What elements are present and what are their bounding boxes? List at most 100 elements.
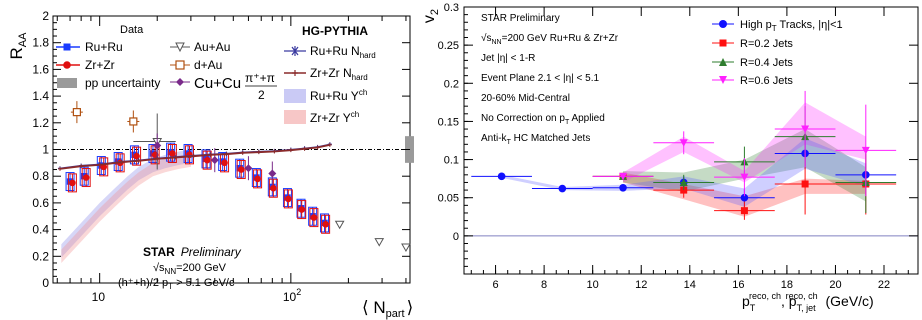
raa-y-tick-label: 0.2: [32, 249, 49, 263]
point-r02: [740, 207, 748, 215]
point-zr_nhard: [327, 142, 332, 147]
point-zr_nhard: [256, 150, 261, 155]
svg-text:STAR Preliminary: STAR Preliminary: [481, 13, 560, 24]
raa-y-label: RAA: [7, 32, 29, 60]
point-zrzr: [69, 179, 76, 187]
point-zr_nhard: [224, 152, 229, 157]
v2-y-tick-label: 0: [453, 231, 459, 243]
point-auau: [374, 238, 385, 247]
point-zr_nhard: [302, 146, 307, 151]
sysbox-zrzr: [167, 144, 177, 164]
svg-text:Jet |η| < 1-R: Jet |η| < 1-R: [481, 53, 535, 64]
svg-text:2: 2: [258, 88, 265, 102]
svg-text:Ru+Ru: Ru+Ru: [85, 40, 123, 54]
v2-info-text: STAR Preliminary √sNN=200 GeV Ru+Ru & Zr…: [481, 13, 619, 146]
tracks-circle-icon: [719, 20, 727, 28]
point-zrzr: [254, 175, 261, 183]
point-zr_nhard: [136, 158, 141, 163]
svg-text:√sNN=200 GeV Ru+Ru & Zr+Zr: √sNN=200 GeV Ru+Ru & Zr+Zr: [481, 32, 619, 46]
ru-nhard-star-icon: [291, 46, 299, 56]
cucu-diamond-icon: [176, 78, 184, 86]
raa-y-tick-label: 0: [42, 276, 49, 290]
raa-y-tick-label: 0.6: [32, 196, 49, 210]
sysbox-zrzr: [236, 160, 246, 180]
point-auau: [401, 243, 411, 252]
svg-text:Ru+Ru Nhard: Ru+Ru Nhard: [310, 44, 376, 60]
point-cucu: [268, 169, 277, 178]
dau-open-square-icon: [175, 60, 185, 70]
r02-square-icon: [719, 39, 727, 47]
point-zr_nhard: [208, 152, 213, 157]
svg-text:20-60% Mid-Central: 20-60% Mid-Central: [481, 93, 570, 104]
band-ru_ych: [61, 149, 191, 258]
svg-text:Au+Au: Au+Au: [194, 40, 230, 54]
raa-y-tick-label: 0.8: [32, 169, 49, 183]
point-tracks: [558, 184, 567, 193]
v2-y-tick-label: 0.05: [438, 193, 459, 205]
sysbox-zrzr: [309, 208, 319, 228]
v2-plot-frame: [463, 6, 919, 275]
point-zrzr: [203, 156, 211, 164]
v2-x-label: pTreco, ch, pT, jetreco, ch (GeV/c): [742, 291, 874, 313]
svg-text:d+Au: d+Au: [194, 58, 222, 72]
zrzr-circle-icon: [63, 61, 71, 69]
svg-text:No Correction on pT Applied: No Correction on pT Applied: [481, 113, 605, 126]
point-r02: [801, 180, 809, 188]
svg-text:Anti-kT HC Matched Jets: Anti-kT HC Matched Jets: [481, 133, 590, 146]
ruru-square-icon: [63, 43, 71, 51]
svg-text:R=0.4 Jets: R=0.4 Jets: [740, 57, 793, 69]
raa-y-tick-label: 1: [42, 143, 49, 157]
sysbox-zrzr: [253, 169, 263, 189]
point-r06: [679, 139, 688, 147]
svg-text:R=0.6 Jets: R=0.6 Jets: [740, 75, 793, 87]
sysbox-zrzr: [268, 178, 278, 198]
sysbox-zrzr: [321, 214, 331, 234]
svg-text:π⁺+π: π⁺+π: [245, 71, 275, 85]
legend-item-auau: Au+Au: [170, 40, 230, 54]
legend-item-r06: R=0.6 Jets: [712, 75, 793, 87]
svg-text:Zr+Zr: Zr+Zr: [85, 58, 115, 72]
raa-y-tick-label: 1.6: [32, 62, 49, 76]
legend-item-dau: d+Au: [170, 58, 222, 72]
legend-item-r02: R=0.2 Jets: [712, 38, 793, 50]
svg-text:High pT Tracks, |η|<1: High pT Tracks, |η|<1: [740, 19, 843, 33]
raa-y-tick-label: 2: [42, 9, 49, 23]
legend-item-tracks: High pT Tracks, |η|<1: [712, 19, 843, 33]
point-zrzr: [285, 195, 292, 203]
raa-x-tick-label: 10: [92, 290, 106, 304]
point-dau: [129, 117, 138, 126]
v2-x-tick-label: 16: [732, 279, 744, 291]
legend-item-ru-nhard: Ru+Ru Nhard: [284, 44, 376, 60]
raa-y-tick-label: 1.4: [32, 89, 49, 103]
svg-text:Zr+Zr Ych: Zr+Zr Ych: [310, 110, 359, 125]
sysbox-ruru: [282, 188, 292, 208]
v2-x-tick-label: 12: [635, 279, 647, 291]
point-zr_nhard: [173, 155, 178, 160]
point-zr_nhard: [57, 166, 62, 171]
v2-y-tick-label: 0.1: [444, 155, 459, 167]
point-zrzr: [298, 206, 306, 213]
legend-item-pp: pp uncertainty: [57, 76, 160, 90]
point-zr_nhard: [288, 148, 293, 153]
v2-x-tick-label: 18: [781, 279, 793, 291]
legend-item-zrzr: Zr+Zr: [56, 58, 115, 72]
point-zrzr: [237, 166, 245, 173]
sysbox-zrzr: [283, 189, 293, 209]
svg-text:Ru+Ru Ych: Ru+Ru Ych: [310, 88, 367, 103]
point-zrzr: [221, 159, 228, 167]
sysbox-zrzr: [99, 157, 109, 177]
sysbox-zrzr: [132, 146, 142, 166]
point-cucu: [210, 156, 219, 165]
raa-chart: 10 102 0 0.2 0.4 0.6 0.8 1 1.2 1.4 1.6 1.8 2 RAA ⟨ …: [7, 9, 414, 320]
raa-y-tick-label: 1.2: [32, 116, 49, 130]
ru-ych-band-icon: [284, 89, 306, 103]
point-zrzr: [133, 152, 140, 160]
point-cucu: [244, 164, 253, 173]
band-zr_ych: [61, 153, 191, 263]
raa-annotation: STAR Preliminary √sNN=200 GeV (h⁺+h)/2 pT…: [118, 245, 242, 291]
legend-item-cucu: Cu+Cu π⁺+π 2: [170, 71, 277, 102]
point-zr_nhard: [315, 145, 320, 150]
svg-text:Zr+Zr Nhard: Zr+Zr Nhard: [310, 66, 368, 82]
point-zr_nhard: [79, 164, 84, 169]
